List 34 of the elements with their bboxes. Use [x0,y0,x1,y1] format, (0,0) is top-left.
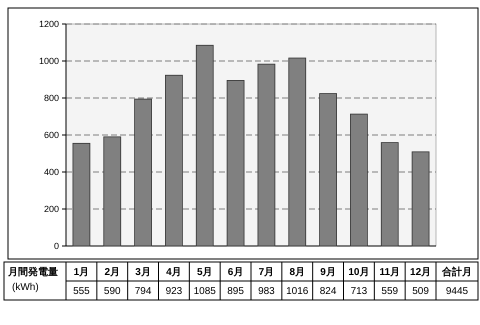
y-axis-title: 月間発電量 (kWh) [7,266,58,293]
x-tick-label: 10月 [348,267,370,278]
data-label: 794 [134,286,152,297]
x-tick-label: 6月 [228,267,244,278]
x-tick-label: 11月 [379,267,400,278]
y-tick-label: 1000 [38,56,59,66]
data-label: 983 [258,286,276,297]
x-tick-label: 8月 [289,267,306,278]
data-label: 713 [350,286,368,297]
text: 合計月 [441,266,472,278]
x-tick-label: 9月 [320,267,336,278]
data-label: 1085 [194,286,216,297]
data-label: 590 [104,286,122,297]
x-tick-label: 4月 [166,267,182,278]
y-tick-label: 200 [44,204,59,214]
x-tick-label: 7月 [258,267,274,278]
x-tick-label: 2月 [104,267,120,278]
data-label: 559 [381,286,399,297]
data-label: 1016 [286,286,309,297]
data-label: 509 [412,286,430,297]
x-tick-label: 1月 [74,267,90,278]
y-tick-label: 400 [44,167,59,178]
y-tick-label: 600 [44,130,59,140]
y-tick-label: 0 [54,241,59,252]
data-label: 555 [73,286,90,297]
data-label: 824 [320,286,337,297]
data-label: 923 [166,286,183,297]
y-tick-label: 800 [44,93,59,104]
text: 9445 [446,286,469,297]
x-tick-label: 3月 [135,267,151,278]
x-tick-label: 12月 [410,267,432,278]
x-tick-label: 5月 [196,267,213,278]
data-label: 895 [227,286,244,297]
y-tick-label: 1200 [38,19,59,30]
